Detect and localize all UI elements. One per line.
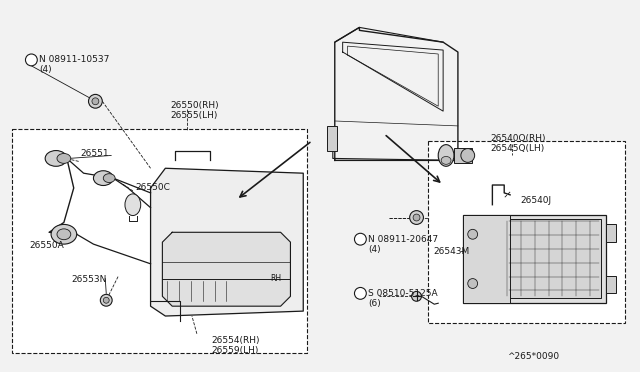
Circle shape <box>413 214 420 221</box>
Text: (4): (4) <box>39 65 52 74</box>
Text: N 08911-10537: N 08911-10537 <box>39 55 109 64</box>
Circle shape <box>468 279 477 288</box>
Circle shape <box>26 54 37 66</box>
Circle shape <box>412 291 422 301</box>
Bar <box>463 215 510 303</box>
Circle shape <box>88 94 102 108</box>
Circle shape <box>468 230 477 239</box>
Polygon shape <box>150 168 303 316</box>
Text: 26550(RH): 26550(RH) <box>170 101 219 110</box>
Ellipse shape <box>51 224 77 244</box>
Text: 26555(LH): 26555(LH) <box>170 111 218 120</box>
Text: (4): (4) <box>368 245 381 254</box>
Ellipse shape <box>441 157 451 164</box>
Text: 26550C: 26550C <box>136 183 171 192</box>
Text: RH: RH <box>271 274 282 283</box>
Circle shape <box>461 148 475 162</box>
Text: 26559(LH): 26559(LH) <box>212 346 259 355</box>
Ellipse shape <box>438 145 454 166</box>
Ellipse shape <box>45 151 67 166</box>
Bar <box>454 148 472 163</box>
Bar <box>605 276 616 294</box>
Text: 26553N: 26553N <box>72 275 107 284</box>
Polygon shape <box>163 232 291 306</box>
Circle shape <box>355 288 366 299</box>
Circle shape <box>100 294 112 306</box>
Text: ^265*0090: ^265*0090 <box>507 353 559 362</box>
Text: 26550A: 26550A <box>29 241 64 250</box>
Text: 26543M: 26543M <box>433 247 470 256</box>
Bar <box>605 224 616 242</box>
Circle shape <box>92 98 99 105</box>
Ellipse shape <box>57 229 71 240</box>
Bar <box>463 215 605 303</box>
Circle shape <box>103 297 109 303</box>
Text: N 08911-20647: N 08911-20647 <box>368 235 438 244</box>
Text: S 08510-5125A: S 08510-5125A <box>368 289 438 298</box>
Bar <box>428 141 625 323</box>
Circle shape <box>355 233 366 245</box>
Text: (6): (6) <box>368 299 381 308</box>
Text: 26554(RH): 26554(RH) <box>212 336 260 345</box>
Bar <box>507 219 601 298</box>
Circle shape <box>410 211 424 224</box>
Ellipse shape <box>125 194 141 215</box>
Bar <box>12 129 307 353</box>
Text: 26540Q(RH): 26540Q(RH) <box>490 134 546 143</box>
Ellipse shape <box>57 154 71 163</box>
Text: 26551: 26551 <box>81 148 109 158</box>
Text: 26545Q(LH): 26545Q(LH) <box>490 144 545 153</box>
Ellipse shape <box>103 174 115 183</box>
Bar <box>327 126 337 151</box>
Ellipse shape <box>93 171 113 186</box>
Text: 26540J: 26540J <box>520 196 551 205</box>
